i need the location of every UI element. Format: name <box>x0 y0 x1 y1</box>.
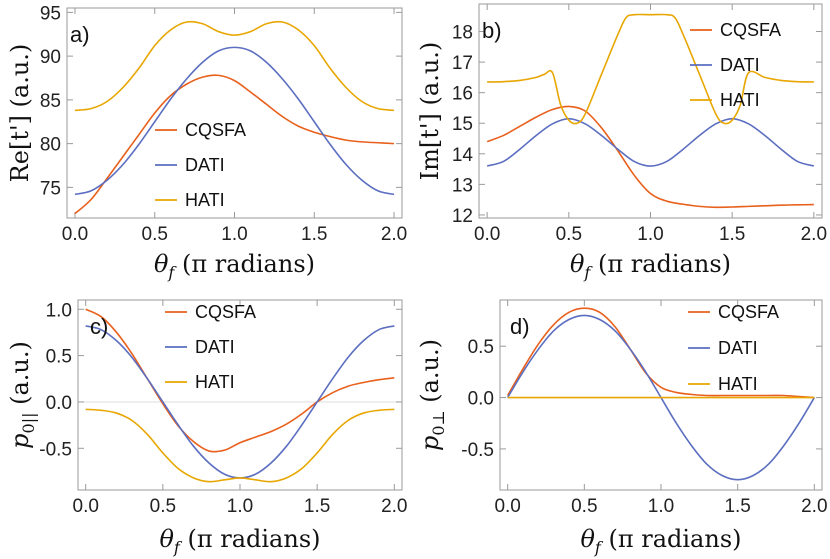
panel-label: a) <box>70 22 90 47</box>
legend-label-cqsfa: CQSFA <box>185 120 246 140</box>
y-tick-label: 15 <box>452 114 473 135</box>
x-tick-label: 1.5 <box>301 224 327 245</box>
y-tick-label: 85 <box>40 91 61 112</box>
legend-label-dati: DATI <box>720 55 760 75</box>
series-line-dati <box>74 46 395 196</box>
y-tick-label: 13 <box>452 175 473 196</box>
x-tick-label: 1.0 <box>637 224 663 245</box>
series-line-cqsfa <box>506 307 815 399</box>
panel-label: b) <box>482 18 502 43</box>
y-tick-label: 12 <box>452 206 473 227</box>
panel-b: 0.0 0.5 1.0 1.5 2.0 12 13 14 15 16 17 18 b) CQSFA DATI… <box>416 3 827 282</box>
x-tick-label: 0.0 <box>62 224 88 245</box>
x-tick-label: 2.0 <box>381 496 407 517</box>
x-tick-label: 1.0 <box>648 496 674 517</box>
x-tick-label: 1.5 <box>724 496 750 517</box>
plot-frame <box>77 299 403 491</box>
x-tick-label: 0.5 <box>571 496 597 517</box>
y-tick-label: 80 <box>40 135 61 156</box>
y-tick-label: 90 <box>40 47 61 68</box>
x-tick-label: 0.5 <box>142 224 168 245</box>
y-tick-label: 0.0 <box>468 389 494 410</box>
y-tick-label: 14 <box>452 145 474 166</box>
series-line-hati <box>85 408 395 483</box>
x-tick-label: 1.0 <box>221 224 247 245</box>
y-tick-label: 0.0 <box>46 393 72 414</box>
y-tick-label: 75 <box>40 178 61 199</box>
y-tick-label: 18 <box>452 23 473 44</box>
x-axis-label: θf (π radians) <box>154 250 315 282</box>
series-line-cqsfa <box>486 105 814 209</box>
y-tick-label: 0.5 <box>46 347 72 368</box>
y-axis-label: Re[t'] (a.u.) <box>6 44 34 183</box>
series-line-cqsfa <box>74 74 395 215</box>
y-tick-label: -0.5 <box>461 440 494 461</box>
y-tick-label: 95 <box>40 3 61 24</box>
legend-label-cqsfa: CQSFA <box>720 20 781 40</box>
legend-label-hati: HATI <box>195 372 235 392</box>
y-axis-label: p0|| (a.u.) <box>6 341 38 449</box>
legend-label-cqsfa: CQSFA <box>718 302 779 322</box>
legend-label-dati: DATI <box>185 155 225 175</box>
y-tick-label: 16 <box>452 84 473 105</box>
x-tick-label: 0.0 <box>73 496 99 517</box>
x-axis-label: θf (π radians) <box>570 250 731 282</box>
y-tick-label: 1.0 <box>46 300 72 321</box>
x-tick-label: 0.5 <box>150 496 176 517</box>
y-tick-label: -0.5 <box>39 439 72 460</box>
x-tick-label: 1.5 <box>304 496 330 517</box>
y-axis-label: Im[t'] (a.u.) <box>416 42 444 181</box>
panel-label: d) <box>510 314 530 339</box>
panel-a: 0.0 0.5 1.0 1.5 2.0 75 80 85 90 95 a) CQSFA DATI HATI… <box>6 3 407 282</box>
legend-label-dati: DATI <box>718 338 758 358</box>
x-tick-label: 2.0 <box>801 224 827 245</box>
x-tick-label: 2.0 <box>801 496 827 517</box>
y-axis-label: p0⊥ (a.u.) <box>416 339 448 451</box>
x-tick-label: 0.0 <box>474 224 500 245</box>
legend-label-hati: HATI <box>720 90 760 110</box>
x-tick-label: 2.0 <box>381 224 407 245</box>
y-tick-label: 17 <box>452 53 473 74</box>
x-tick-label: 0.5 <box>556 224 582 245</box>
panel-label: c) <box>90 314 108 339</box>
series-line-cqsfa <box>85 308 395 453</box>
x-axis-label: θf (π radians) <box>580 525 741 557</box>
y-tick-label: 0.5 <box>468 337 494 358</box>
series-line-dati <box>486 117 815 167</box>
series-line-hati <box>74 20 395 112</box>
legend-label-hati: HATI <box>185 190 225 210</box>
x-tick-label: 1.0 <box>227 496 253 517</box>
legend-label-dati: DATI <box>195 337 235 357</box>
x-tick-label: 1.5 <box>719 224 745 245</box>
panel-c: 0.0 0.5 1.0 1.5 2.0 -0.5 0.0 0.5 1.0 c) CQSFA DATI H… <box>6 299 407 557</box>
series-line-hati <box>487 13 814 125</box>
panel-d: 0.0 0.5 1.0 1.5 2.0 -0.5 0.0 0.5 d) CQSFA DATI HATI… <box>416 299 828 557</box>
x-tick-label: 0.0 <box>494 496 520 517</box>
x-axis-label: θf (π radians) <box>159 525 320 557</box>
legend-label-hati: HATI <box>718 374 758 394</box>
legend-label-cqsfa: CQSFA <box>195 302 256 322</box>
plot-frame <box>66 7 403 219</box>
